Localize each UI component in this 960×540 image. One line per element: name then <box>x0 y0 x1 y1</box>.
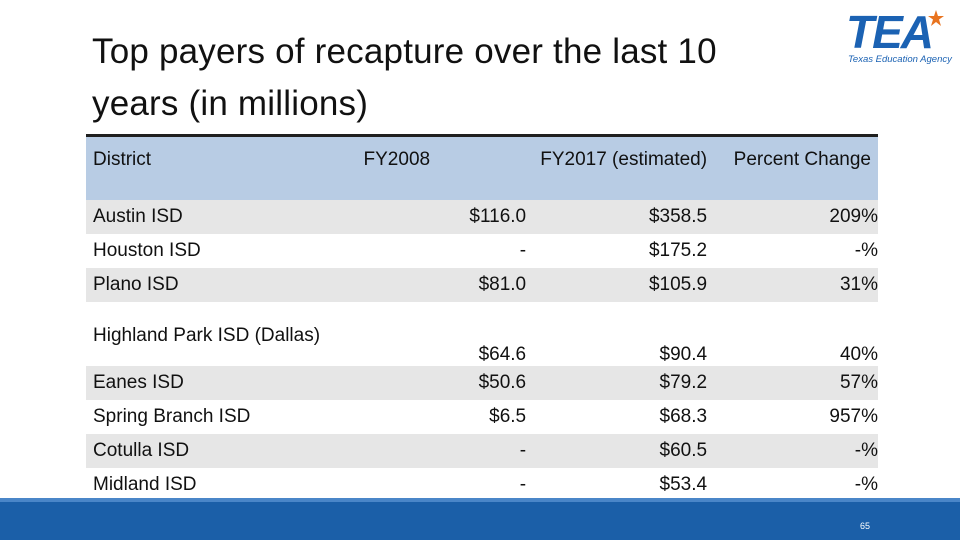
fy2008-value: - <box>519 240 527 261</box>
fy2017-value: $79.2 <box>659 372 708 393</box>
percent-change-value: 31% <box>839 274 878 295</box>
footer-bar <box>0 502 960 540</box>
district-name: Spring Branch ISD <box>93 406 251 427</box>
fy2008-value: $64.6 <box>478 344 527 365</box>
fy2017-value: $358.5 <box>648 206 708 227</box>
table-row: Spring Branch ISD $6.5 $68.3 957% <box>86 400 878 434</box>
district-name: Highland Park ISD (Dallas) <box>93 325 321 346</box>
header-fy2017: FY2017 (estimated) <box>540 149 708 170</box>
district-name: Cotulla ISD <box>93 440 190 461</box>
header-fy2008: FY2008 <box>363 149 431 170</box>
fy2017-value: $90.4 <box>659 344 708 365</box>
fy2017-value: $53.4 <box>659 474 708 495</box>
fy2017-value: $175.2 <box>648 240 708 261</box>
fy2017-value: $68.3 <box>659 406 708 427</box>
recapture-table: District FY2008 FY2017 (estimated) Perce… <box>86 137 878 502</box>
percent-change-value: 57% <box>839 372 878 393</box>
header-percent-change: Percent Change <box>733 149 871 170</box>
table-row: Eanes ISD $50.6 $79.2 57% <box>86 366 878 400</box>
percent-change-value: -% <box>854 474 878 495</box>
fy2008-value: - <box>519 440 527 461</box>
page-number: 65 <box>860 521 871 531</box>
table-row: Plano ISD $81.0 $105.9 31% <box>86 268 878 302</box>
table-row: Midland ISD - $53.4 -% <box>86 468 878 502</box>
fy2008-value: $50.6 <box>478 372 527 393</box>
percent-change-value: -% <box>854 240 878 261</box>
percent-change-value: 209% <box>829 206 878 227</box>
district-name: Midland ISD <box>93 474 197 495</box>
table-row: Austin ISD $116.0 $358.5 209% <box>86 200 878 234</box>
percent-change-value: 40% <box>839 344 878 365</box>
tea-logo: TEA Texas Education Agency <box>846 6 952 68</box>
table-row: Houston ISD - $175.2 -% <box>86 234 878 268</box>
fy2008-value: - <box>519 474 527 495</box>
title-divider <box>86 134 878 137</box>
district-name: Houston ISD <box>93 240 201 261</box>
logo-subtitle: Texas Education Agency <box>848 54 952 65</box>
district-name: Eanes ISD <box>93 372 184 393</box>
district-name: Austin ISD <box>93 206 183 227</box>
table-row: Highland Park ISD (Dallas) $64.6 $90.4 4… <box>86 302 878 366</box>
header-district: District <box>93 149 152 170</box>
fy2008-value: $6.5 <box>489 406 527 427</box>
fy2008-value: $81.0 <box>478 274 527 295</box>
logo-text: TEA <box>846 6 934 58</box>
district-name: Plano ISD <box>93 274 179 295</box>
slide-title: Top payers of recapture over the last 10… <box>92 32 717 123</box>
fy2017-value: $60.5 <box>659 440 708 461</box>
table-header-row: District FY2008 FY2017 (estimated) Perce… <box>86 137 878 200</box>
fy2017-value: $105.9 <box>648 274 708 295</box>
footer-accent <box>0 498 960 502</box>
table-row: Cotulla ISD - $60.5 -% <box>86 434 878 468</box>
percent-change-value: 957% <box>829 406 878 427</box>
star-icon <box>928 10 944 26</box>
percent-change-value: -% <box>854 440 878 461</box>
fy2008-value: $116.0 <box>469 206 527 227</box>
